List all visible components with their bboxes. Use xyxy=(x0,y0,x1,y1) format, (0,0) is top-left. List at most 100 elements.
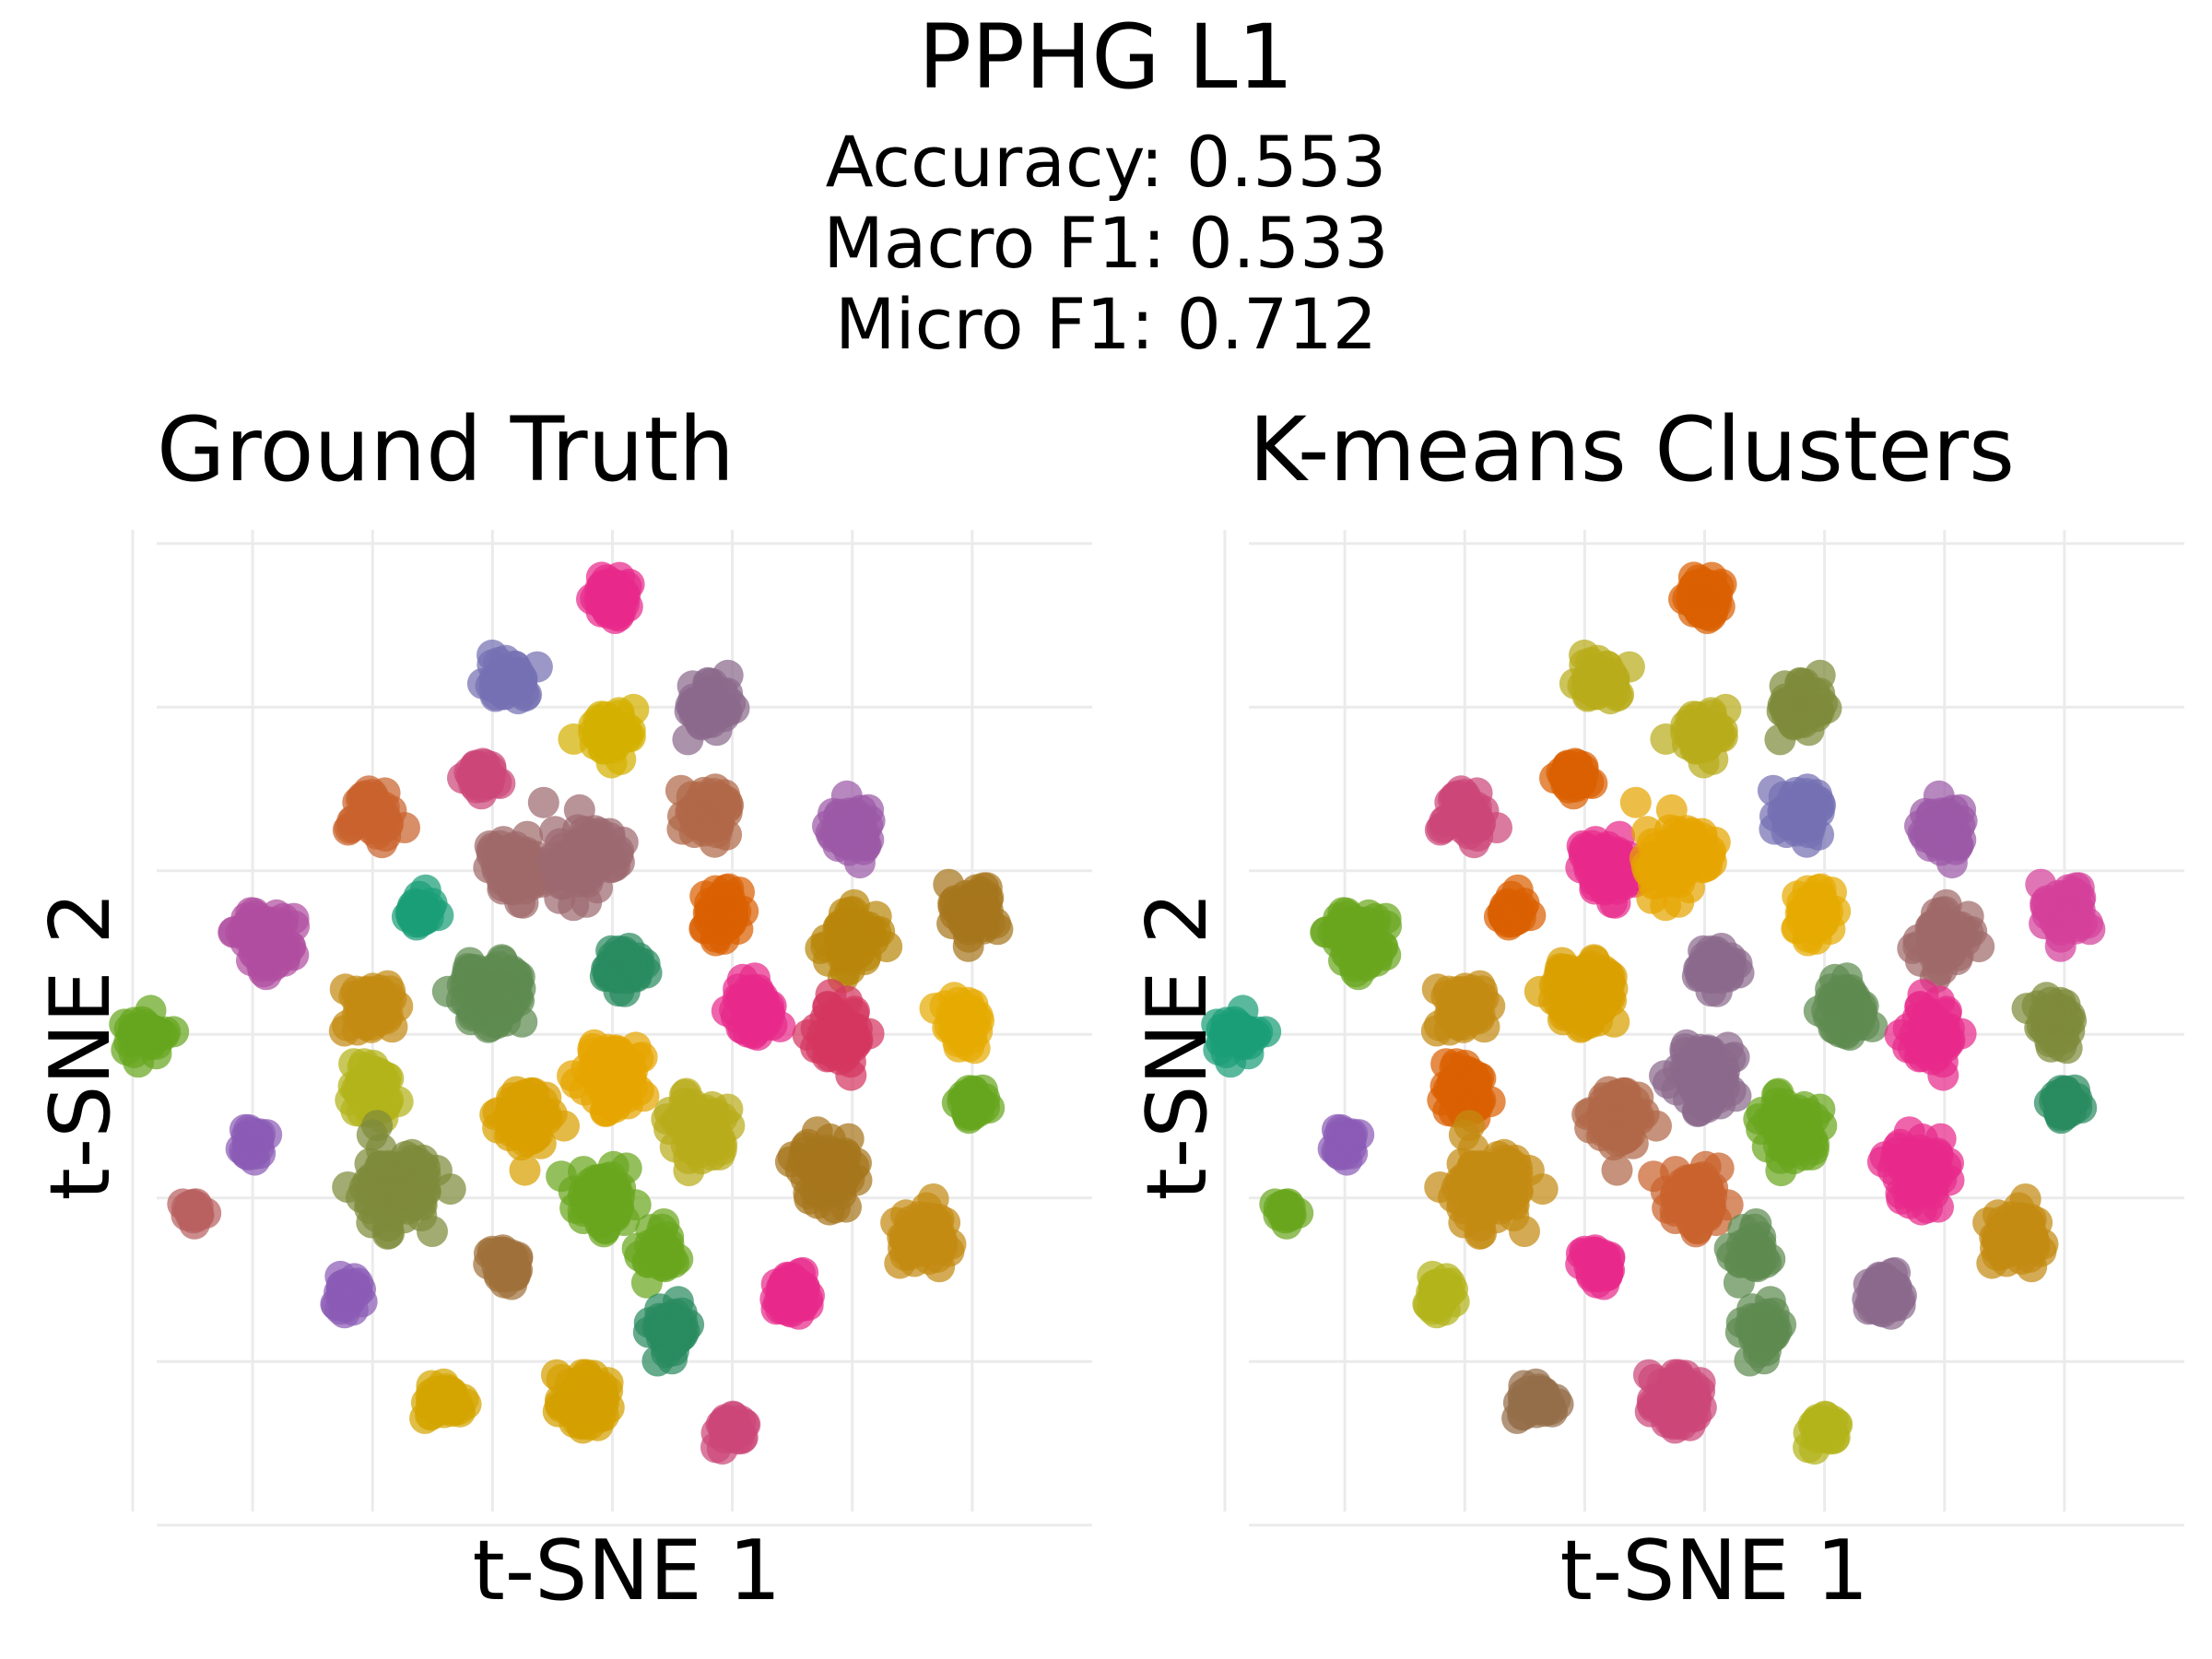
data-point xyxy=(1601,873,1633,905)
data-point xyxy=(1497,1187,1529,1219)
cluster-40 xyxy=(700,1400,761,1465)
cluster-5 xyxy=(1424,775,1512,859)
data-point xyxy=(1929,809,1961,841)
data-point xyxy=(431,975,464,1007)
data-point xyxy=(815,1041,846,1073)
cluster-3 xyxy=(1764,659,1842,756)
data-point xyxy=(434,1173,466,1206)
cluster-29 xyxy=(1638,1150,1744,1248)
data-point xyxy=(1448,982,1480,1015)
data-point xyxy=(583,817,616,849)
cluster-4 xyxy=(447,747,516,810)
data-point xyxy=(380,1170,412,1202)
cluster-13 xyxy=(805,888,903,994)
data-point xyxy=(367,812,399,844)
data-point xyxy=(1539,762,1571,794)
data-point xyxy=(950,1097,982,1129)
cluster-16 xyxy=(1420,970,1506,1047)
data-point xyxy=(822,999,854,1031)
data-point xyxy=(698,778,730,809)
data-point xyxy=(773,1262,805,1294)
data-point xyxy=(1547,1004,1579,1036)
data-point xyxy=(1677,573,1709,606)
cluster-13 xyxy=(1897,888,1995,994)
cluster-26 xyxy=(2033,1074,2098,1135)
data-point xyxy=(447,762,478,794)
cluster-11 xyxy=(1483,874,1547,941)
cluster-27 xyxy=(1317,1113,1375,1176)
cluster-14 xyxy=(2025,868,2106,962)
cluster-6 xyxy=(1565,820,1663,919)
data-point xyxy=(1453,1110,1486,1142)
data-point xyxy=(405,1187,437,1219)
cluster-21 xyxy=(919,982,995,1065)
cluster-36 xyxy=(1852,1256,1917,1330)
data-point xyxy=(1501,1152,1534,1184)
data-point xyxy=(1914,999,1947,1031)
cluster-1 xyxy=(1559,639,1645,715)
data-point xyxy=(1601,1154,1633,1186)
data-point xyxy=(338,805,370,836)
cluster-15 xyxy=(109,994,190,1078)
cluster-23 xyxy=(1649,1029,1752,1127)
cluster-30 xyxy=(774,1116,873,1226)
data-point xyxy=(1611,1102,1643,1135)
data-point xyxy=(617,1072,648,1103)
ground-truth-panel xyxy=(109,530,1092,1527)
data-point xyxy=(409,1152,441,1184)
data-point xyxy=(1216,1011,1248,1043)
data-point xyxy=(1588,1109,1620,1141)
data-point xyxy=(1684,951,1716,983)
cluster-2 xyxy=(558,693,650,779)
data-point xyxy=(527,786,559,818)
data-point xyxy=(1420,1015,1453,1047)
data-point xyxy=(665,774,697,806)
data-point xyxy=(1524,975,1556,1007)
data-point xyxy=(492,658,524,690)
cluster-5 xyxy=(332,775,420,859)
data-point xyxy=(1832,988,1865,1019)
data-point xyxy=(1793,921,1824,953)
data-point xyxy=(242,1132,275,1164)
cluster-39 xyxy=(1632,1359,1717,1444)
kmeans-title: K-means Clusters xyxy=(1249,398,2016,501)
data-point xyxy=(1679,733,1712,765)
data-point xyxy=(700,921,732,953)
data-point xyxy=(364,1058,396,1090)
data-point xyxy=(896,1216,928,1248)
data-point xyxy=(687,802,719,833)
data-point xyxy=(1687,1072,1719,1103)
cluster-10 xyxy=(218,897,311,991)
data-point xyxy=(592,951,624,983)
data-point xyxy=(842,937,875,970)
data-point xyxy=(657,1312,689,1344)
data-point xyxy=(1573,854,1606,887)
ground-truth-points xyxy=(109,561,1014,1465)
data-point xyxy=(1694,839,1726,871)
macro-f1-metric: Macro F1: 0.533 xyxy=(823,202,1389,284)
data-point xyxy=(942,895,974,927)
data-point xyxy=(1887,1152,1919,1184)
cluster-22 xyxy=(335,1048,414,1134)
cluster-2 xyxy=(1650,693,1742,779)
data-point xyxy=(574,850,606,882)
cluster-21 xyxy=(2011,982,2088,1065)
cluster-30 xyxy=(1866,1116,1965,1226)
data-point xyxy=(1269,1202,1301,1234)
cluster-28 xyxy=(1424,1110,1559,1250)
data-point xyxy=(614,714,646,747)
data-point xyxy=(1788,678,1819,711)
data-point xyxy=(793,1177,825,1209)
data-point xyxy=(499,1260,531,1292)
cluster-12 xyxy=(688,873,759,957)
cluster-23 xyxy=(557,1029,660,1127)
cluster-36 xyxy=(759,1256,825,1330)
cluster-38 xyxy=(1501,1368,1574,1434)
micro-f1-metric: Micro F1: 0.712 xyxy=(834,283,1378,365)
data-point xyxy=(1584,658,1617,690)
cluster-28 xyxy=(332,1110,466,1250)
data-point xyxy=(524,1127,557,1159)
cluster-37 xyxy=(632,1286,705,1377)
data-point xyxy=(1922,1137,1954,1170)
